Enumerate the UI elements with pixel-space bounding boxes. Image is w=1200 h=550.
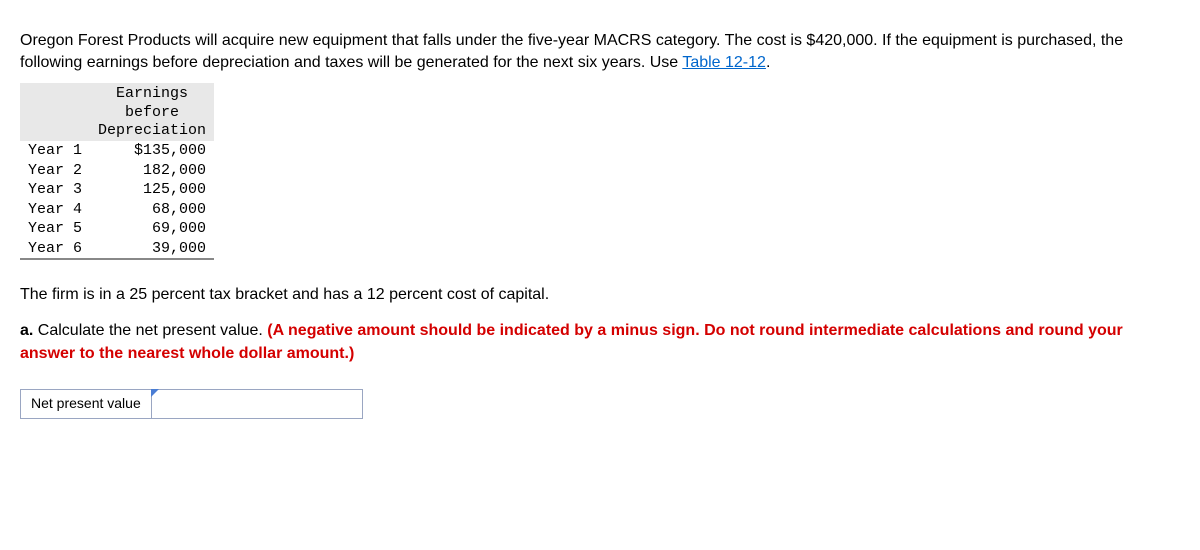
question-a-prefix: a.	[20, 322, 38, 339]
problem-text-after: .	[766, 54, 770, 71]
table-row-value: 69,000	[90, 219, 214, 239]
npv-input[interactable]	[152, 390, 362, 418]
table-header: Earnings before Depreciation	[90, 83, 214, 141]
npv-row: Net present value	[20, 389, 1180, 419]
question-a-text: Calculate the net present value.	[38, 322, 267, 339]
table-row-value: 182,000	[90, 161, 214, 181]
earnings-table: Earnings before Depreciation Year 1$135,…	[20, 83, 214, 260]
input-marker-icon	[151, 389, 159, 397]
table-header-line1: Earnings	[116, 85, 188, 102]
npv-input-cell	[152, 389, 363, 419]
table-header-line3: Depreciation	[98, 122, 206, 139]
table-row-value: $135,000	[90, 141, 214, 161]
npv-label-cell: Net present value	[20, 389, 152, 419]
problem-text-before: Oregon Forest Products will acquire new …	[20, 32, 1123, 71]
tax-cost-line: The firm is in a 25 percent tax bracket …	[20, 284, 1180, 306]
table-row-label: Year 2	[20, 161, 90, 181]
question-a: a. Calculate the net present value. (A n…	[20, 320, 1180, 365]
problem-statement: Oregon Forest Products will acquire new …	[20, 30, 1180, 75]
table-row-value: 68,000	[90, 200, 214, 220]
table-12-12-link[interactable]: Table 12-12	[682, 54, 766, 71]
npv-label: Net present value	[31, 394, 141, 414]
table-row-value: 125,000	[90, 180, 214, 200]
table-row-label: Year 1	[20, 141, 90, 161]
table-row-value: 39,000	[90, 239, 214, 260]
table-row-label: Year 6	[20, 239, 90, 260]
table-header-line2: before	[125, 104, 179, 121]
table-header-empty	[20, 83, 90, 141]
table-row-label: Year 3	[20, 180, 90, 200]
table-row-label: Year 5	[20, 219, 90, 239]
table-row-label: Year 4	[20, 200, 90, 220]
